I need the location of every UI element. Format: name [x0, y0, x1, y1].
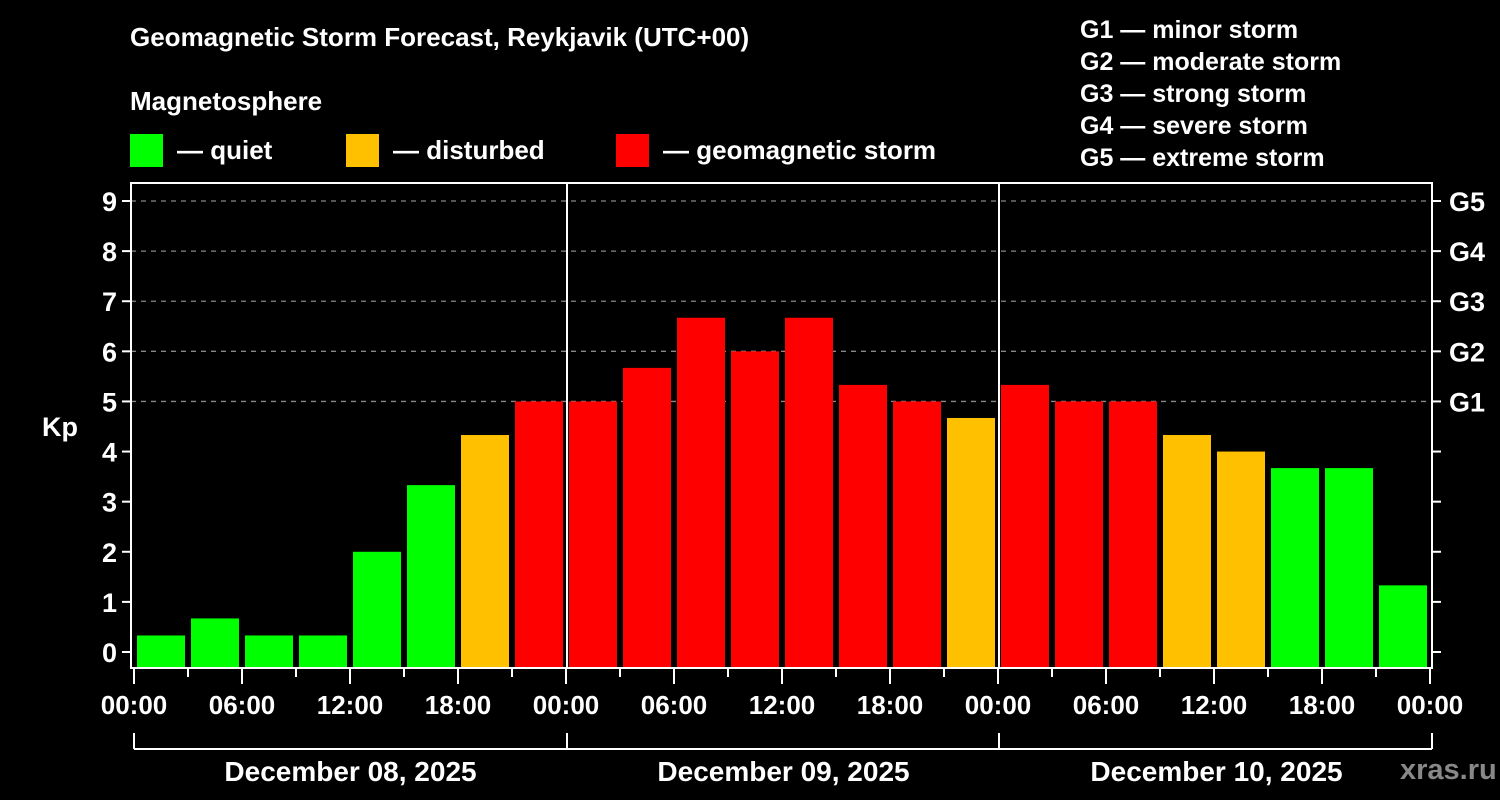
day-label: December 09, 2025 — [657, 756, 909, 787]
day-label: December 10, 2025 — [1090, 756, 1342, 787]
chart-title: Geomagnetic Storm Forecast, Reykjavik (U… — [130, 22, 750, 52]
legend-quiet: — quiet — [130, 134, 272, 167]
g4-legend: G4 — severe storm — [1080, 112, 1308, 140]
y-tick-label: 1 — [102, 588, 117, 618]
x-tick-label: 06:00 — [209, 690, 276, 720]
x-tick-label: 18:00 — [857, 690, 924, 720]
bar-storm — [677, 317, 725, 667]
bar-storm — [623, 367, 671, 667]
x-tick-label: 00:00 — [1397, 690, 1464, 720]
g-scale-axis: G1 G2 G3 G4 G5 — [1432, 187, 1485, 653]
x-tick-label: 00:00 — [533, 690, 600, 720]
bar-storm — [1109, 401, 1157, 667]
x-tick-label: 12:00 — [749, 690, 816, 720]
bar-storm — [1055, 401, 1103, 667]
x-tick-label: 12:00 — [1181, 690, 1248, 720]
y-tick-label: 4 — [102, 438, 117, 468]
x-tick-label: 00:00 — [101, 690, 168, 720]
bar-quiet — [1379, 585, 1427, 667]
day-label: December 08, 2025 — [224, 756, 476, 787]
x-tick-label: 18:00 — [1289, 690, 1356, 720]
bar-quiet — [299, 635, 347, 667]
y-tick-label: 0 — [102, 638, 117, 668]
y-tick-label: 9 — [102, 187, 117, 217]
bar-storm — [1001, 384, 1049, 667]
gridlines — [131, 200, 1432, 403]
bars — [137, 317, 1427, 667]
g-level-label: G4 — [1449, 237, 1485, 267]
y-axis: 0 1 2 3 4 5 6 7 8 9 — [102, 187, 131, 668]
y-tick-label: 8 — [102, 237, 117, 267]
g-level-label: G5 — [1449, 187, 1485, 217]
y-tick-label: 6 — [102, 337, 117, 367]
x-tick-label: 00:00 — [965, 690, 1032, 720]
x-tick-label: 12:00 — [317, 690, 384, 720]
bar-disturbed — [947, 417, 995, 667]
day-axis: December 08, 2025 December 09, 2025 Decemb… — [133, 733, 1433, 787]
g-level-label: G1 — [1449, 387, 1485, 417]
g5-legend: G5 — extreme storm — [1080, 144, 1325, 172]
g1-legend: G1 — minor storm — [1080, 16, 1299, 44]
g2-legend: G2 — moderate storm — [1080, 48, 1342, 76]
legend-storm: — geomagnetic storm — [616, 134, 936, 167]
bar-storm — [893, 401, 941, 667]
bar-storm — [839, 384, 887, 667]
x-axis: 00:00 06:00 12:00 18:00 00:00 06:00 12:00 18:00… — [101, 668, 1464, 720]
legend-storm-label: — geomagnetic storm — [663, 135, 937, 165]
bar-storm — [731, 351, 779, 667]
disturbed-swatch — [346, 134, 379, 167]
bar-disturbed — [1217, 451, 1265, 667]
legend-title: Magnetosphere — [130, 86, 323, 116]
legend-disturbed: — disturbed — [346, 134, 545, 167]
g-level-label: G2 — [1449, 337, 1485, 367]
bar-disturbed — [1163, 435, 1211, 667]
legend-disturbed-label: — disturbed — [393, 135, 545, 165]
x-tick-label: 06:00 — [1073, 690, 1140, 720]
bar-storm — [515, 401, 563, 667]
y-tick-label: 7 — [102, 287, 117, 317]
bar-quiet — [191, 618, 239, 667]
g-level-label: G3 — [1449, 287, 1485, 317]
g-scale-legend: G1 — minor storm G2 — moderate storm G3 … — [1080, 14, 1341, 174]
bar-quiet — [353, 551, 401, 667]
y-tick-label: 3 — [102, 488, 117, 518]
bar-disturbed — [461, 435, 509, 667]
legend-quiet-label: — quiet — [177, 135, 273, 165]
bar-quiet — [245, 635, 293, 667]
bar-storm — [785, 317, 833, 667]
bar-quiet — [407, 485, 455, 667]
x-tick-label: 06:00 — [641, 690, 708, 720]
x-tick-label: 18:00 — [425, 690, 492, 720]
y-tick-label: 2 — [102, 538, 117, 568]
g3-legend: G3 — strong storm — [1080, 80, 1307, 108]
bar-storm — [569, 401, 617, 667]
bar-quiet — [137, 635, 185, 667]
y-tick-label: 5 — [102, 387, 117, 417]
bar-quiet — [1325, 468, 1373, 667]
watermark: xras.ru — [1400, 754, 1497, 786]
quiet-swatch — [130, 134, 163, 167]
y-axis-label: Kp — [42, 412, 78, 442]
storm-swatch — [616, 134, 649, 167]
bar-quiet — [1271, 468, 1319, 667]
